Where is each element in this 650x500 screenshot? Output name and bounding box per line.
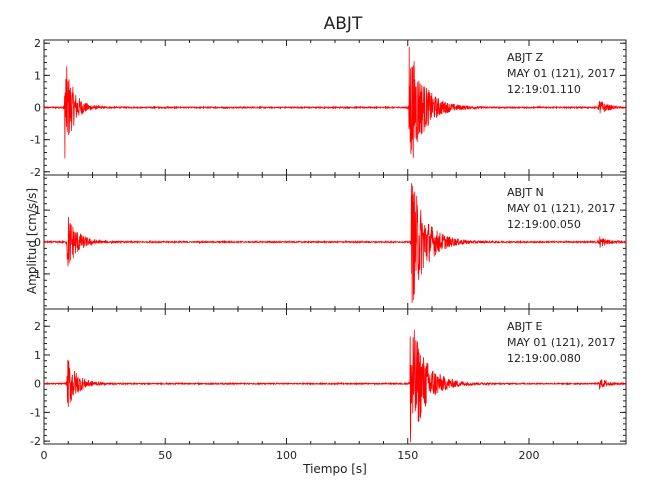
y-tick-label: 1	[34, 69, 41, 82]
x-tick-label: 0	[41, 449, 48, 462]
time-label: 12:19:00.080	[507, 352, 581, 365]
y-tick-label: -1	[30, 268, 41, 281]
panel-e: 2 1 0 -1 -2 ABJT E MAY 01 (121), 2017 12:19:00.…	[30, 308, 627, 448]
station-component-label: ABJT N	[507, 186, 544, 199]
x-tick-label: 150	[397, 449, 418, 462]
x-tick-label: 200	[519, 449, 540, 462]
y-tick-label: -1	[30, 406, 41, 419]
y-tick-label: -1	[30, 134, 41, 147]
y-tick-label: 0	[34, 236, 41, 249]
y-tick-label: -2	[30, 166, 41, 179]
y-tick-label: -2	[30, 435, 41, 448]
y-axis-label: Amplitud [cm/s/s]	[25, 188, 39, 294]
panels-group: 2 1 0 -1 -2 ABJT Z MAY 01 (121), 2017 12:19:01.…	[30, 37, 627, 448]
x-axis-label: Tiempo [s]	[302, 462, 367, 476]
station-component-label: ABJT Z	[507, 51, 544, 64]
time-label: 12:19:01.110	[507, 83, 581, 96]
date-label: MAY 01 (121), 2017	[507, 202, 615, 215]
y-tick-label: 1	[34, 204, 41, 217]
y-tick-label: 0	[34, 378, 41, 391]
x-tick-label: 50	[158, 449, 172, 462]
x-tick-label: 100	[276, 449, 297, 462]
waveform-trace	[43, 183, 627, 304]
time-label: 12:19:00.050	[507, 218, 581, 231]
chart-title: ABJT	[324, 14, 363, 34]
x-axis: 0 50 100 150 200	[41, 40, 627, 462]
y-tick-label: 2	[34, 37, 41, 50]
y-tick-label: 2	[34, 320, 41, 333]
y-tick-label: 0	[34, 102, 41, 115]
panel-n: 1 0 -1 ABJT N MAY 01 (121), 2017 12:19:00.050	[30, 174, 627, 310]
date-label: MAY 01 (121), 2017	[507, 336, 615, 349]
panel-z: 2 1 0 -1 -2 ABJT Z MAY 01 (121), 2017 12:19:01.…	[30, 37, 627, 179]
date-label: MAY 01 (121), 2017	[507, 67, 615, 80]
station-component-label: ABJT E	[507, 320, 543, 333]
y-tick-label: 1	[34, 349, 41, 362]
waveform-trace	[43, 46, 627, 159]
waveform-trace	[43, 329, 626, 443]
